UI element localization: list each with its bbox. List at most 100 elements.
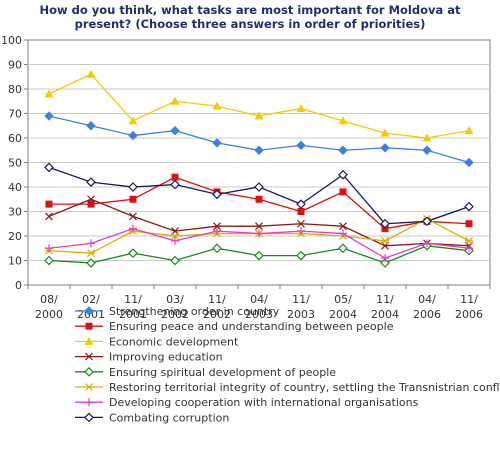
legend-marker [85, 398, 93, 407]
data-point [45, 212, 53, 221]
data-point [170, 179, 180, 190]
data-point [422, 145, 432, 155]
legend-item: Economic development [75, 335, 239, 348]
data-point [296, 199, 306, 209]
data-point [170, 125, 180, 136]
y-tick-label: 70 [8, 108, 22, 121]
x-tick-label: 05/ [334, 293, 352, 306]
legend: Strengthening order in country Ensuring p… [75, 305, 500, 424]
data-point [255, 222, 263, 231]
x-tick-label: 2000 [35, 308, 63, 321]
data-point [422, 216, 432, 227]
y-tick-label: 100 [1, 34, 22, 47]
data-point [380, 128, 390, 137]
legend-marker [85, 383, 93, 391]
data-point [381, 225, 389, 233]
data-point [464, 157, 474, 168]
legend-item: Strengthening order in country [75, 305, 280, 318]
legend-label: Developing cooperation with internationa… [109, 396, 419, 409]
data-point [338, 243, 348, 254]
legend-item: Ensuring spiritual development of people [75, 366, 336, 379]
data-point [296, 104, 306, 113]
data-point [45, 200, 53, 208]
x-tick-label: 2002 [203, 308, 231, 321]
series-4 [44, 240, 474, 268]
legend-item: Improving education [75, 351, 223, 364]
data-point [87, 239, 95, 248]
data-point [86, 177, 96, 187]
x-tick-label: 2001 [119, 308, 147, 321]
data-point [212, 243, 222, 254]
data-point [381, 236, 389, 245]
marker-stroke [129, 212, 137, 221]
data-point [128, 130, 138, 141]
x-tick-label: 11/ [124, 293, 142, 306]
marker-stroke [339, 222, 347, 231]
x-tick-label: 11/ [376, 293, 394, 306]
y-tick-label: 20 [8, 230, 22, 243]
marker-stroke [87, 195, 95, 204]
data-point [44, 255, 54, 266]
y-tick-label: 50 [8, 157, 22, 170]
data-point [422, 133, 432, 142]
x-tick-label: 2006 [455, 308, 483, 321]
data-point [297, 219, 305, 228]
legend-item: Developing cooperation with internationa… [75, 396, 419, 409]
data-point [465, 220, 473, 228]
x-tick-label: 2004 [329, 308, 357, 321]
x-tick-label: 2004 [371, 308, 399, 321]
x-tick-label: 04/ [418, 293, 436, 306]
data-point [423, 239, 431, 248]
data-point [87, 249, 95, 258]
x-tick-label: 02/ [82, 293, 100, 306]
legend-label: Combating corruption [109, 411, 229, 424]
data-point [171, 232, 179, 240]
data-point [212, 138, 222, 148]
data-point [213, 222, 221, 231]
data-point [44, 89, 54, 98]
data-point [45, 244, 53, 253]
legend-marker [85, 352, 93, 361]
legend-label: Ensuring spiritual development of people [109, 366, 336, 379]
x-tick-label: 2003 [287, 308, 315, 321]
data-point [170, 255, 180, 266]
marker-stroke [85, 352, 93, 361]
legend-label: Improving education [109, 351, 223, 364]
data-point [338, 169, 348, 180]
data-point [44, 111, 54, 121]
legend-marker [84, 336, 94, 345]
legend-label: Restoring territorial integrity of count… [109, 381, 500, 394]
data-point [296, 140, 306, 151]
data-point [465, 244, 473, 253]
series-2 [44, 69, 474, 142]
data-point [296, 250, 306, 261]
legend-label: Ensuring peace and understanding between… [109, 320, 394, 333]
data-point [44, 162, 54, 173]
y-tick-label: 0 [15, 279, 22, 292]
x-tick-label: 08/ [40, 293, 58, 306]
data-point [212, 189, 222, 200]
data-point [86, 69, 96, 78]
data-point [464, 126, 474, 135]
data-point [129, 195, 137, 203]
marker-stroke [297, 219, 305, 228]
data-point [297, 208, 305, 215]
data-point [255, 195, 263, 203]
data-point [339, 222, 347, 231]
y-tick-label: 90 [8, 59, 22, 72]
data-point [380, 258, 390, 268]
x-tick-label: 11/ [292, 293, 310, 306]
legend-marker [85, 322, 93, 330]
legend-item: Restoring territorial integrity of count… [75, 381, 500, 394]
data-point [380, 143, 390, 153]
data-point [86, 121, 96, 131]
data-point [212, 101, 222, 110]
legend-marker [84, 366, 94, 377]
legend-label: Economic development [109, 335, 239, 348]
data-point [339, 229, 347, 238]
y-tick-label: 10 [8, 255, 22, 268]
y-tick-label: 40 [8, 181, 22, 194]
legend-marker [84, 412, 94, 423]
